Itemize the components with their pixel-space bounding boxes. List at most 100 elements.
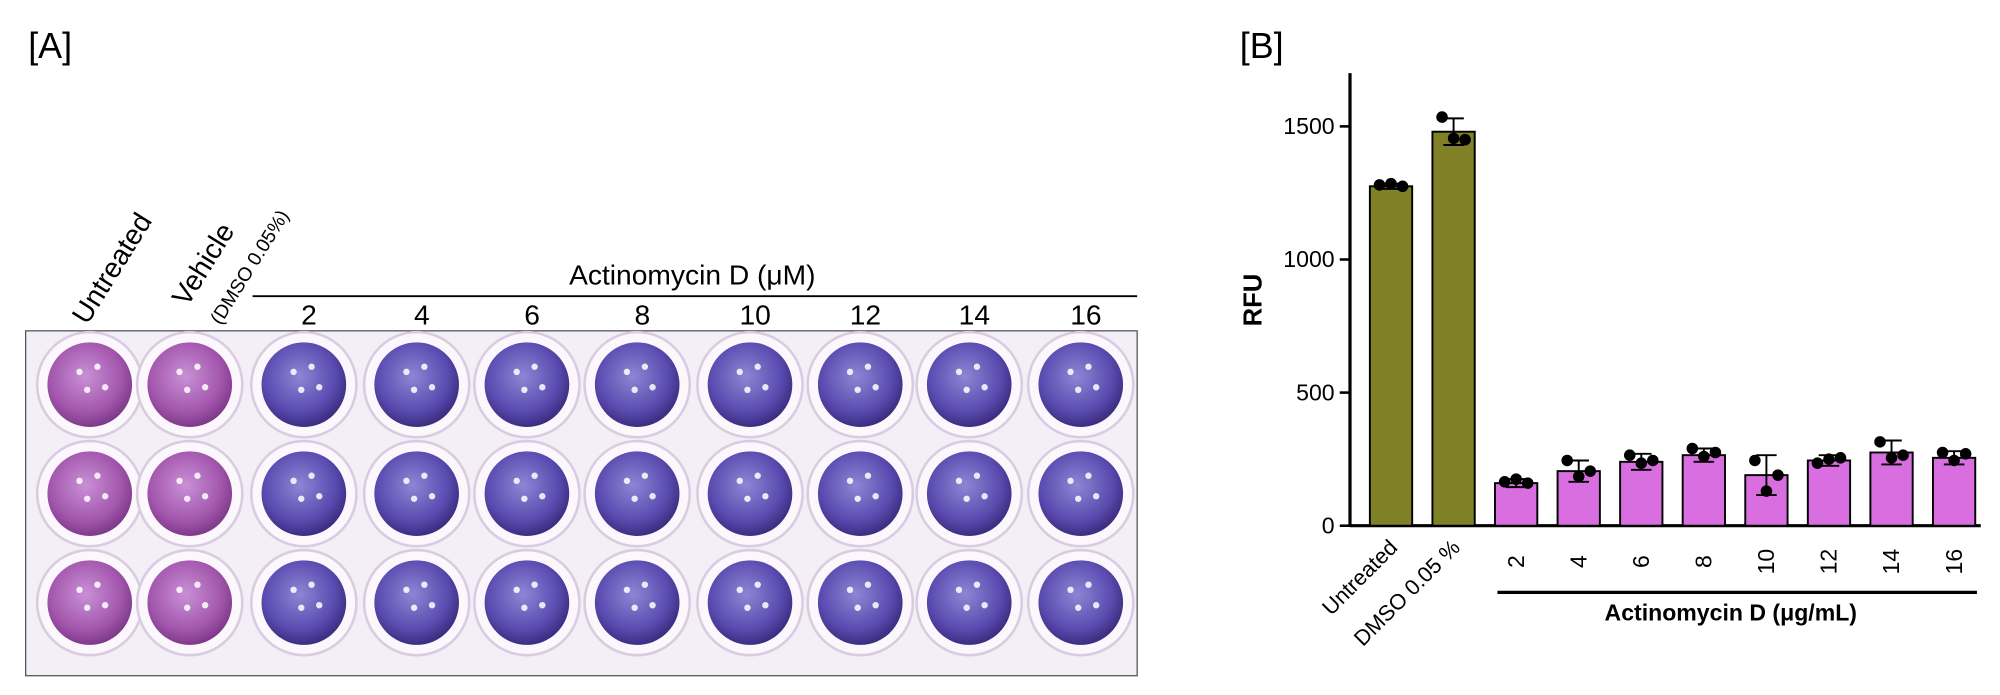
well-highlight xyxy=(955,477,963,485)
well-highlight xyxy=(83,495,91,502)
well xyxy=(1038,342,1124,427)
well-highlight xyxy=(101,493,109,500)
bar xyxy=(1494,482,1539,527)
well-highlight xyxy=(290,368,297,376)
well-highlight xyxy=(403,477,410,485)
well-highlight xyxy=(316,384,323,391)
data-point xyxy=(1498,476,1511,488)
well-highlight xyxy=(981,493,988,500)
well-highlight xyxy=(736,368,743,376)
group-label: Actinomycin D (μg/mL) xyxy=(1605,600,1857,626)
well-highlight xyxy=(94,363,101,370)
data-point xyxy=(1385,177,1397,190)
x-tick-label: 2 xyxy=(1503,555,1529,568)
well-highlight xyxy=(631,386,638,394)
well-highlight xyxy=(403,368,410,376)
well-highlight xyxy=(531,581,538,588)
well-highlight xyxy=(641,363,649,370)
well-highlight xyxy=(864,581,872,588)
well-highlight xyxy=(762,384,769,391)
data-point xyxy=(1396,180,1409,193)
well-highlight xyxy=(308,581,315,588)
data-point xyxy=(1698,450,1710,463)
well-highlight xyxy=(513,368,520,376)
well-highlight xyxy=(854,386,861,394)
well xyxy=(47,560,133,645)
y-tick-label: 1500 xyxy=(1283,113,1334,139)
well xyxy=(374,342,459,427)
well xyxy=(594,560,680,645)
well-highlight xyxy=(194,581,201,588)
well-highlight xyxy=(421,363,428,370)
well-highlight xyxy=(762,493,769,500)
well-highlight xyxy=(864,363,872,370)
well-highlight xyxy=(1092,601,1100,609)
x-tick-label: 10 xyxy=(1753,549,1779,575)
bar xyxy=(1431,130,1476,527)
well-highlight xyxy=(1092,493,1100,500)
well-highlight xyxy=(76,477,83,485)
x-tick-label: 12 xyxy=(1816,549,1842,575)
x-tick-label: 16 xyxy=(1941,549,1967,575)
well-highlight xyxy=(1075,495,1082,502)
data-point xyxy=(1635,457,1648,469)
well-highlight xyxy=(872,601,879,609)
data-point xyxy=(1885,452,1898,464)
column-label: Untreated xyxy=(65,207,158,329)
well-highlight xyxy=(744,604,751,611)
data-point xyxy=(1373,179,1386,191)
well-highlight xyxy=(846,586,854,594)
well-highlight xyxy=(521,495,528,502)
well-highlight xyxy=(298,495,305,502)
panel-a: [A] Untreated Vehicle (DMSO 0.05%) Actin… xyxy=(25,26,1138,677)
well-highlight xyxy=(176,477,183,485)
well-highlight xyxy=(631,604,638,611)
y-axis-label: RFU xyxy=(1240,274,1268,327)
well-highlight xyxy=(1075,604,1082,611)
well-highlight xyxy=(94,581,101,588)
well-highlight xyxy=(641,472,649,479)
well-highlight xyxy=(513,586,520,594)
data-point xyxy=(1760,485,1773,497)
well xyxy=(1038,560,1124,645)
well-highlight xyxy=(973,472,981,479)
well-highlight xyxy=(308,472,315,479)
bar xyxy=(1806,459,1852,527)
data-point xyxy=(1811,457,1824,469)
well xyxy=(147,342,233,427)
well xyxy=(147,451,233,536)
bar xyxy=(1931,456,1977,527)
data-point xyxy=(1436,111,1448,123)
well-highlight xyxy=(649,384,656,391)
concentration-label: 6 xyxy=(524,298,540,330)
y-tick-label: 500 xyxy=(1296,379,1334,405)
well xyxy=(261,451,347,536)
well-highlight xyxy=(539,601,546,609)
well-highlight xyxy=(83,604,91,611)
data-point xyxy=(1561,454,1573,467)
well-highlight xyxy=(649,601,656,609)
well-highlight xyxy=(744,386,751,394)
concentration-label: 16 xyxy=(1070,298,1101,330)
well-highlight xyxy=(194,363,201,370)
data-point xyxy=(1572,470,1585,483)
well-highlight xyxy=(76,368,83,376)
data-point xyxy=(1897,449,1909,461)
well-highlight xyxy=(298,604,305,611)
data-point xyxy=(1749,454,1761,467)
data-point xyxy=(1823,453,1835,465)
well-highlight xyxy=(183,495,191,502)
well-highlight xyxy=(421,581,428,588)
data-point xyxy=(1686,442,1699,455)
well-highlight xyxy=(981,601,988,609)
well-highlight xyxy=(176,586,183,594)
well xyxy=(817,342,903,427)
well-highlight xyxy=(94,472,101,479)
well-highlight xyxy=(736,586,743,594)
well-highlight xyxy=(872,493,879,500)
well-highlight xyxy=(1075,386,1082,394)
data-point xyxy=(1584,465,1597,477)
concentration-label: 12 xyxy=(850,298,881,330)
well-highlight xyxy=(428,384,436,391)
